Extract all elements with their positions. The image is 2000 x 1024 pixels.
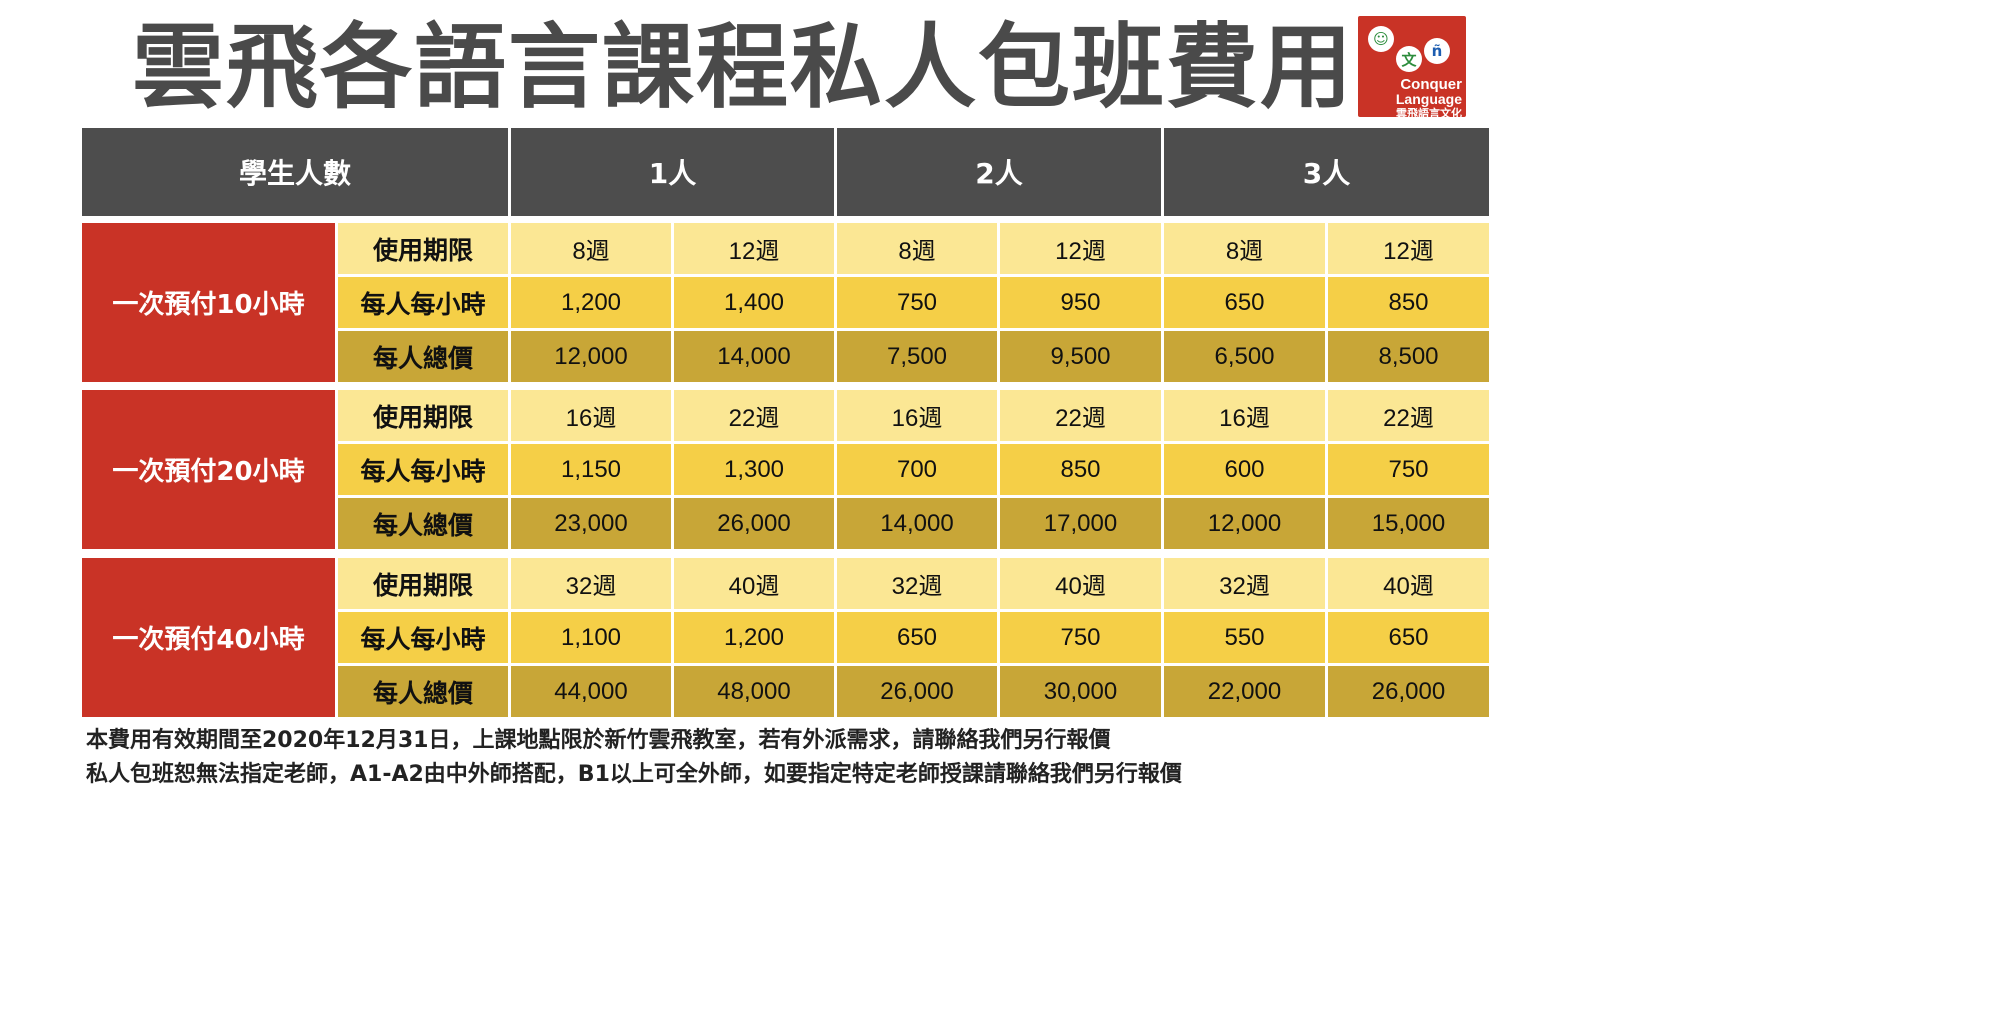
page-title: 雲飛各語言課程私人包班費用 [132,14,1355,121]
table-cell: 12週 [1328,223,1489,274]
row-label: 每人總價 [338,498,508,549]
table-cell: 750 [1328,444,1489,495]
table-cell: 12,000 [1164,498,1325,549]
header-student-count: 學生人數 [82,128,508,216]
table-cell: 15,000 [1328,498,1489,549]
row-label: 使用期限 [338,558,508,609]
table-cell: 7,500 [837,331,997,382]
logo-text-chinese: 雲飛語言文化 [1396,107,1462,117]
table-cell: 44,000 [511,666,671,717]
table-cell: 8週 [837,223,997,274]
table-cell: 650 [837,612,997,663]
table-cell: 16週 [1164,390,1325,441]
header-column-3: 3人 [1164,128,1489,216]
table-cell: 26,000 [1328,666,1489,717]
table-cell: 22週 [674,390,834,441]
row-label: 使用期限 [338,223,508,274]
table-cell: 22週 [1000,390,1161,441]
table-cell: 8週 [511,223,671,274]
table-cell: 750 [1000,612,1161,663]
wen-bubble-icon: 文 [1396,46,1422,72]
table-cell: 12,000 [511,331,671,382]
table-cell: 1,300 [674,444,834,495]
pricing-table: 學生人數 1人 2人 3人 一次預付10小時 使用期限 8週 12週 8週 12週 8週 12週 每人每… [82,128,1492,720]
table-cell: 22,000 [1164,666,1325,717]
table-cell: 16週 [511,390,671,441]
table-cell: 48,000 [674,666,834,717]
group-label: 一次預付40小時 [82,558,335,717]
footnote-teachers: 私人包班恕無法指定老師，A1-A2由中外師搭配，B1以上可全外師，如要指定特定老… [86,762,1182,787]
enye-bubble-icon: ñ [1424,38,1450,64]
table-cell: 32週 [1164,558,1325,609]
row-label: 每人每小時 [338,444,508,495]
row-label: 每人總價 [338,331,508,382]
table-cell: 14,000 [674,331,834,382]
row-label: 使用期限 [338,390,508,441]
table-cell: 600 [1164,444,1325,495]
table-cell: 26,000 [674,498,834,549]
table-cell: 850 [1328,277,1489,328]
brand-logo: ☺ 文 ñ Conquer Language 雲飛語言文化 [1358,16,1466,117]
table-cell: 8,500 [1328,331,1489,382]
row-label: 每人每小時 [338,277,508,328]
table-cell: 850 [1000,444,1161,495]
header-column-2: 2人 [837,128,1161,216]
table-cell: 40週 [674,558,834,609]
group-label: 一次預付10小時 [82,223,335,382]
table-cell: 40週 [1328,558,1489,609]
table-cell: 17,000 [1000,498,1161,549]
table-cell: 22週 [1328,390,1489,441]
row-label: 每人每小時 [338,612,508,663]
row-label: 每人總價 [338,666,508,717]
table-cell: 30,000 [1000,666,1161,717]
table-cell: 700 [837,444,997,495]
table-cell: 40週 [1000,558,1161,609]
table-cell: 8週 [1164,223,1325,274]
table-cell: 32週 [837,558,997,609]
table-cell: 750 [837,277,997,328]
table-cell: 1,150 [511,444,671,495]
table-cell: 1,200 [674,612,834,663]
table-cell: 1,400 [674,277,834,328]
group-label: 一次預付20小時 [82,390,335,549]
footnote-validity: 本費用有效期間至2020年12月31日，上課地點限於新竹雲飛教室，若有外派需求，… [86,728,1111,753]
table-cell: 650 [1164,277,1325,328]
header-column-1: 1人 [511,128,834,216]
table-cell: 14,000 [837,498,997,549]
table-cell: 9,500 [1000,331,1161,382]
table-cell: 1,100 [511,612,671,663]
table-cell: 16週 [837,390,997,441]
logo-text-conquer: Conquer [1400,76,1462,93]
table-cell: 12週 [674,223,834,274]
table-cell: 12週 [1000,223,1161,274]
table-cell: 23,000 [511,498,671,549]
table-cell: 6,500 [1164,331,1325,382]
table-cell: 650 [1328,612,1489,663]
table-cell: 550 [1164,612,1325,663]
smile-bubble-icon: ☺ [1368,26,1394,52]
table-cell: 1,200 [511,277,671,328]
logo-text-language: Language [1395,91,1462,107]
footnotes: 本費用有效期間至2020年12月31日，上課地點限於新竹雲飛教室，若有外派需求，… [86,724,1182,792]
table-cell: 26,000 [837,666,997,717]
table-cell: 950 [1000,277,1161,328]
table-cell: 32週 [511,558,671,609]
